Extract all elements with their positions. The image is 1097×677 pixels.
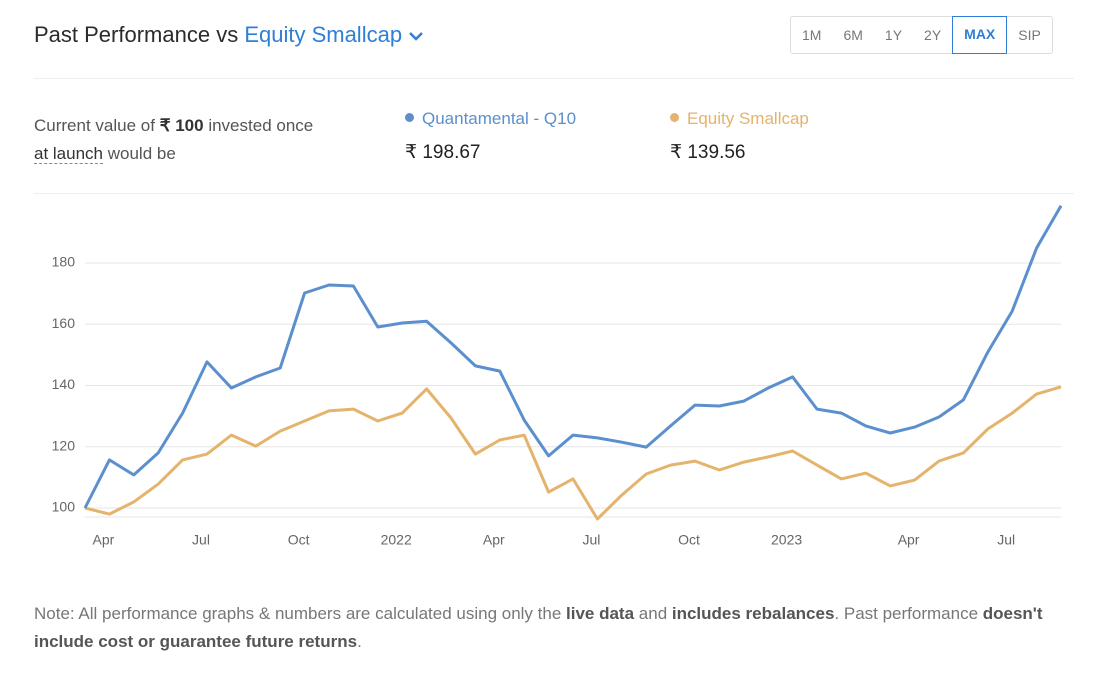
note-text: doesn't include cost or guarantee future… [34, 604, 1043, 651]
series-line [84, 385, 1062, 521]
note: Note: All performance graphs & numbers a… [34, 600, 1064, 656]
x-tick-label: Apr [483, 532, 505, 548]
header-title: Past Performance vs Equity Smallcap [34, 22, 424, 48]
period-tab[interactable]: 1Y [884, 27, 903, 43]
y-tick-label: 120 [52, 437, 76, 453]
current-value: ₹ 139.56 [670, 142, 746, 163]
note-text: Note: All performance graphs & numbers a… [34, 604, 567, 623]
x-tick-label: Jul [997, 532, 1015, 548]
period-tab[interactable]: 1M [802, 27, 822, 43]
series-line [83, 205, 1063, 509]
text: would be [107, 144, 176, 163]
note-text: live data [566, 604, 635, 623]
y-tick-label: 100 [52, 499, 76, 515]
legend-dot [405, 113, 414, 122]
y-tick-label: 180 [52, 254, 76, 270]
legend-label: Equity Smallcap [687, 109, 809, 128]
title: Past Performance vs [34, 22, 239, 47]
chevron[interactable] [408, 30, 424, 42]
y-tick-label: 160 [52, 315, 76, 331]
x-tick-label: Jul [192, 532, 210, 548]
x-tick-label: 2022 [381, 532, 412, 548]
launch-link[interactable]: at launch [34, 144, 103, 164]
note-text: includes rebalances [671, 604, 835, 623]
text: Current value of [34, 116, 155, 135]
period-tab[interactable]: 6M [843, 27, 863, 43]
legend-dot [670, 113, 679, 122]
text: invested once [208, 116, 314, 135]
chart: 100 120 140 160 180 Apr Jul Oct 2022 Apr Jul Oct 202… [52, 205, 1063, 548]
period-tab[interactable]: SIP [1018, 27, 1041, 43]
legend-item: Quantamental - Q10 [405, 109, 576, 129]
x-tick-label: Apr [898, 532, 920, 548]
current-value: ₹ 198.67 [405, 142, 481, 163]
benchmark-selector[interactable]: Equity Smallcap [244, 22, 403, 47]
amount: ₹ 100 [159, 116, 204, 135]
legend-item: Equity Smallcap [670, 109, 809, 129]
x-tick-label: 2023 [771, 532, 802, 548]
y-tick-label: 140 [52, 376, 76, 392]
divider [34, 193, 1074, 194]
note-text: . [357, 632, 362, 651]
x-tick-label: Oct [288, 532, 310, 548]
period-tabs: 1M 6M 1Y 2Y MAX SIP [790, 16, 1053, 54]
period-tab[interactable]: 2Y [924, 27, 942, 43]
period-tab[interactable]: MAX [952, 16, 1008, 54]
x-tick-label: Apr [93, 532, 115, 548]
note-text: . Past performance [834, 604, 983, 623]
legend-label: Quantamental - Q10 [422, 109, 577, 128]
x-tick-label: Jul [582, 532, 600, 548]
note-text: and [634, 604, 672, 623]
divider [34, 78, 1074, 79]
x-tick-label: Oct [678, 532, 700, 548]
summary: Current value of ₹ 100 invested once at … [34, 112, 354, 168]
